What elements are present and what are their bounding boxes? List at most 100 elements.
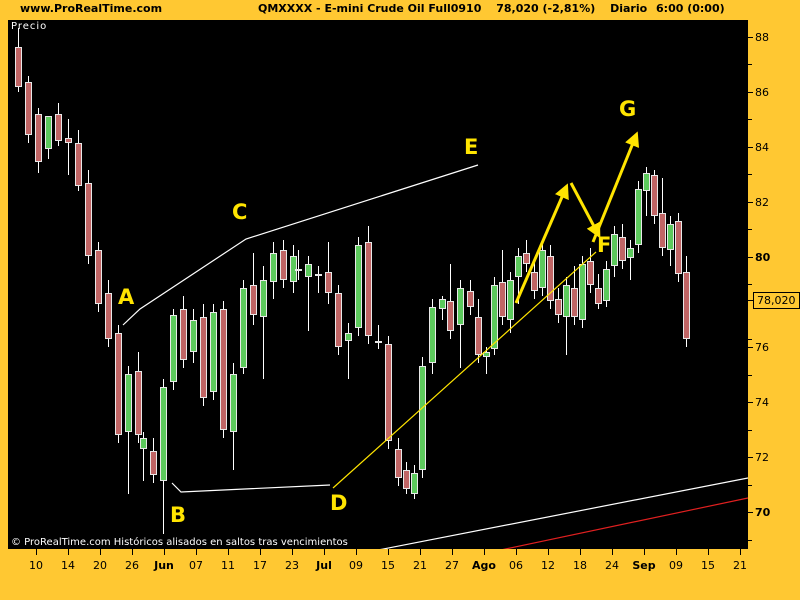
wave-label-a: A [118, 285, 135, 309]
candle-body-down [250, 285, 257, 315]
candle-body-up [210, 311, 217, 393]
tick-mark [748, 346, 753, 348]
candlestick [611, 20, 618, 549]
date-tick-mark [580, 549, 581, 555]
candle-body-down [325, 271, 332, 294]
date-tick-27: 27 [445, 559, 459, 572]
candlestick [190, 20, 197, 549]
candlestick [140, 20, 147, 549]
candle-body-up [539, 250, 546, 288]
date-tick-mark [132, 549, 133, 555]
date-tick-12: 12 [541, 559, 555, 572]
brand-url[interactable]: www.ProRealTime.com [20, 2, 163, 15]
candlestick [45, 20, 52, 549]
candlestick [571, 20, 578, 549]
tick-label: 70 [755, 506, 771, 519]
candle-body-up [160, 386, 167, 481]
candlestick [675, 20, 682, 549]
plot-axis-title: Precio [11, 21, 48, 32]
candlestick [250, 20, 257, 549]
candlestick [105, 20, 112, 549]
price-tick-minor [748, 278, 754, 291]
date-tick-ago: Ago [472, 559, 496, 572]
candlestick [651, 20, 658, 549]
current-price-badge[interactable]: 78,020 [753, 292, 800, 309]
timeframe: Diario [610, 2, 648, 15]
candlestick [429, 20, 436, 549]
candlestick [579, 20, 586, 549]
wave-label-c: C [232, 200, 248, 224]
date-tick-mark [452, 549, 453, 555]
candle-wick [68, 119, 69, 176]
date-tick-23: 23 [285, 559, 299, 572]
candle-body-up [345, 333, 352, 342]
tick-label: 82 [755, 196, 769, 209]
candlestick [667, 20, 674, 549]
date-axis[interactable]: 10 14 20 26 Jun 07 11 17 23 Jul 09 15 21 27 Ago 06 12 18 2… [8, 549, 748, 579]
candle-body-up [483, 352, 490, 358]
candle-body-up [429, 306, 436, 363]
candlestick [125, 20, 132, 549]
candle-body-up [190, 319, 197, 353]
candlestick [439, 20, 446, 549]
candlestick [220, 20, 227, 549]
candle-body-down [25, 81, 32, 136]
price-plot-area[interactable]: Precio A B C D E F G © ProRealTime.com Históri… [8, 20, 748, 549]
copyright-note: © ProRealTime.com Históricos alisados en… [11, 537, 348, 548]
date-tick-26: 26 [125, 559, 139, 572]
last-price: 78,020 (-2,81%) [496, 2, 596, 15]
candle-body-up [515, 255, 522, 278]
candle-body-down [220, 309, 227, 430]
tick-mark [748, 429, 752, 431]
date-tick-14: 14 [61, 559, 75, 572]
candle-body-down [571, 287, 578, 318]
date-tick-17: 17 [253, 559, 267, 572]
candlestick [385, 20, 392, 549]
tick-mark [748, 36, 753, 38]
price-tick-74: 74 [748, 396, 769, 409]
candlestick [627, 20, 634, 549]
candlestick [403, 20, 410, 549]
candle-body-down [150, 451, 157, 476]
date-tick-mark [164, 549, 165, 555]
tick-mark [748, 146, 753, 148]
tick-mark [748, 118, 752, 120]
tick-label: 86 [755, 86, 769, 99]
price-tick-minor [748, 168, 754, 181]
current-price-tick-mark [748, 300, 753, 301]
candlestick [531, 20, 538, 549]
tick-mark [748, 511, 753, 513]
candle-body-up [579, 263, 586, 320]
candle-body-up [45, 116, 52, 149]
candle-body-down [105, 293, 112, 339]
candlestick [467, 20, 474, 549]
tick-mark [748, 338, 752, 340]
candlestick [411, 20, 418, 549]
candlestick [563, 20, 570, 549]
candle-body-down [587, 261, 594, 286]
candlestick [345, 20, 352, 549]
tick-mark [748, 283, 752, 285]
candle-body-down [447, 301, 454, 331]
candlestick [659, 20, 666, 549]
candle-body-down [467, 290, 474, 307]
date-tick-mark [196, 549, 197, 555]
price-axis[interactable]: 88 86 84 82 80 76 74 72 70 78,020 [748, 20, 800, 549]
candle-body-down [651, 175, 658, 216]
candlestick [499, 20, 506, 549]
candle-body-up [667, 223, 674, 251]
candlestick [280, 20, 287, 549]
candlestick [375, 20, 382, 549]
instrument-info: QMXXXX - E-mini Crude Oil Full0910 78,02… [258, 2, 730, 15]
date-tick-mark [388, 549, 389, 555]
date-tick-10: 10 [29, 559, 43, 572]
candle-body-down [365, 242, 372, 337]
wave-label-d: D [330, 491, 348, 515]
date-tick-09: 09 [349, 559, 363, 572]
candlestick [115, 20, 122, 549]
price-tick-minor [748, 424, 754, 437]
candle-body-up [411, 472, 418, 495]
candle-body-down [85, 183, 92, 256]
price-tick-84: 84 [748, 141, 769, 154]
